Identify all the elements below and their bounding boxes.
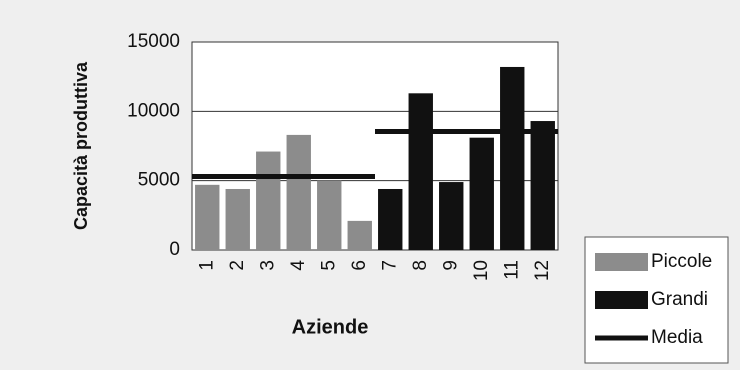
bar (347, 220, 372, 250)
y-axis-label: Capacità produttiva (71, 61, 91, 230)
x-tick-label: 4 (288, 260, 309, 271)
bar (317, 180, 342, 250)
bar (439, 182, 464, 250)
x-tick-label: 12 (532, 260, 553, 281)
x-tick-label: 3 (257, 260, 278, 271)
x-tick-label: 1 (196, 260, 217, 271)
y-tick-label: 0 (169, 239, 180, 260)
x-tick-label: 9 (440, 260, 461, 271)
y-tick-label: 15000 (127, 31, 180, 52)
bar (225, 188, 250, 250)
x-axis-label: Aziende (292, 316, 369, 338)
legend-label: Media (651, 327, 703, 348)
x-tick-label: 11 (501, 260, 522, 280)
y-tick-label: 5000 (138, 170, 180, 191)
legend-swatch (595, 291, 648, 309)
x-tick-label: 8 (410, 260, 431, 271)
x-tick-label: 2 (227, 260, 248, 271)
legend-swatch (595, 253, 648, 271)
bar (408, 93, 433, 250)
bar (195, 184, 220, 250)
bar (378, 188, 403, 250)
x-tick-label: 5 (318, 260, 339, 271)
bar (530, 121, 555, 250)
x-tick-label: 7 (379, 260, 400, 271)
x-tick-label: 6 (349, 260, 370, 271)
x-tick-label: 10 (471, 260, 492, 281)
legend-label: Grandi (651, 289, 708, 310)
y-tick-label: 10000 (127, 100, 180, 121)
bar (286, 134, 311, 250)
bar (500, 66, 525, 251)
legend-label: Piccole (651, 251, 712, 272)
bar (256, 151, 281, 250)
bar (469, 137, 494, 250)
